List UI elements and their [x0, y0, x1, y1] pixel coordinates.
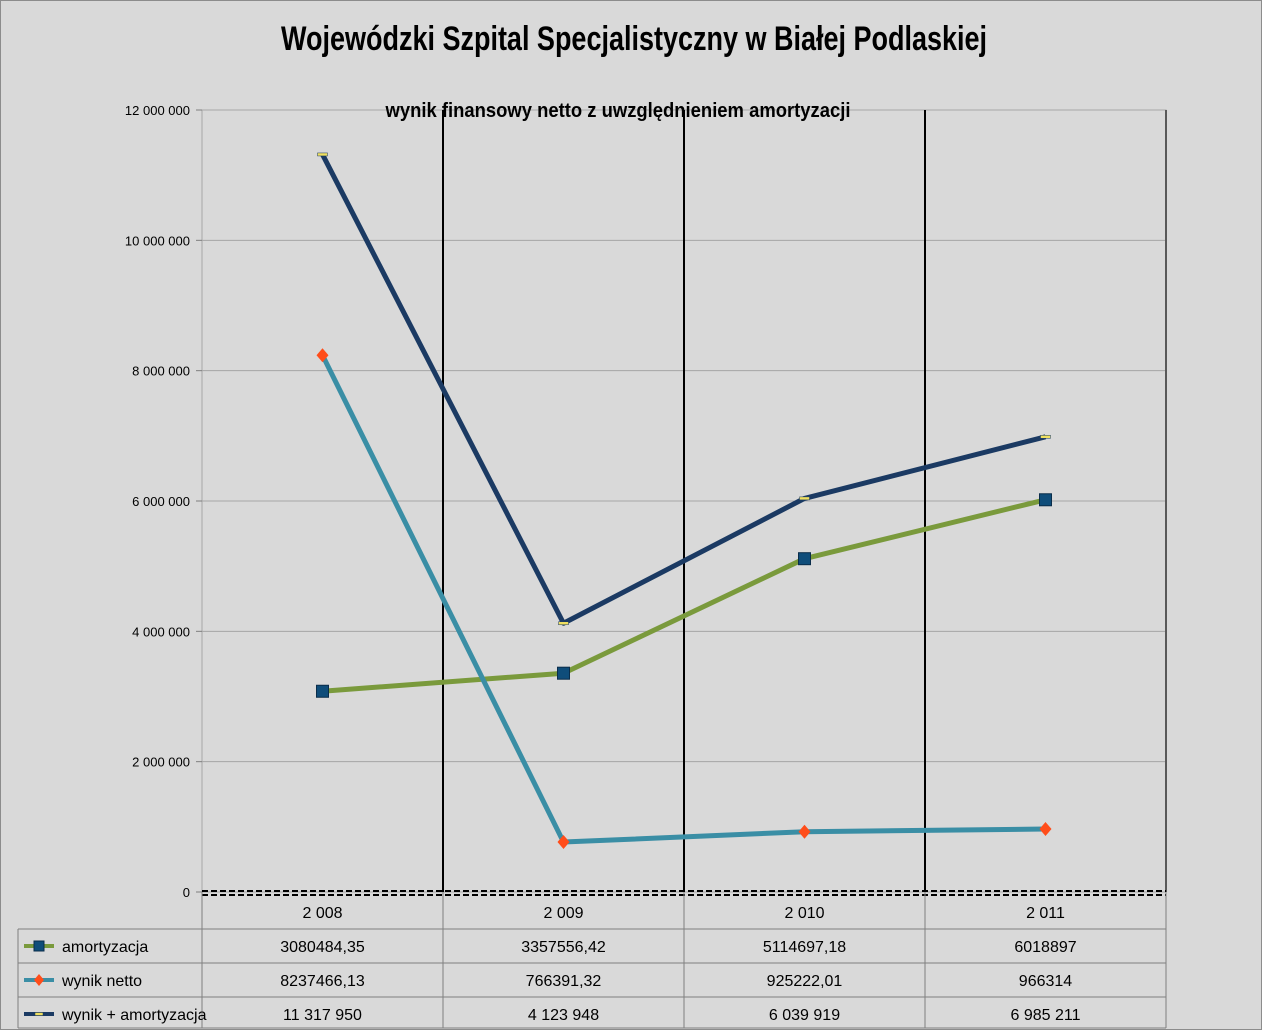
series-lines [320, 153, 1047, 845]
legend-label: wynik + amortyzacja [61, 1007, 207, 1024]
data-label: 925222,01 [767, 973, 843, 990]
data-label: 5114697,18 [763, 939, 846, 956]
data-point [557, 835, 570, 850]
category-label: 2 008 [302, 905, 342, 922]
data-point [1039, 822, 1052, 837]
category-dividers [202, 110, 1167, 896]
series-line [320, 354, 1046, 845]
category-label: 2 010 [784, 905, 824, 922]
legend-marker [34, 1012, 44, 1016]
data-label: 6018897 [1014, 939, 1076, 956]
data-table: 2 008 2 009 2 010 2 011 amortyzacja 3080484,3… [17, 892, 1167, 1029]
data-point [799, 496, 810, 501]
data-point [798, 824, 811, 839]
y-tick-label: 6 000 000 [132, 494, 190, 509]
data-point [317, 152, 328, 157]
data-label: 11 317 950 [283, 1007, 362, 1024]
data-label: 4 123 948 [528, 1007, 599, 1024]
y-tick-label: 2 000 000 [132, 755, 190, 770]
legend-label: amortyzacja [62, 939, 148, 956]
data-point [557, 666, 570, 680]
y-tick-label: 12 000 000 [125, 103, 190, 118]
data-point [316, 348, 329, 363]
data-label: 3357556,42 [521, 939, 606, 956]
series-line [320, 153, 1047, 626]
y-tick-label: 4 000 000 [132, 624, 190, 639]
data-label: 6 985 211 [1011, 1007, 1081, 1024]
data-point [316, 684, 329, 698]
data-label: 3080484,35 [280, 939, 365, 956]
data-label: 766391,32 [526, 973, 602, 990]
category-label: 2 011 [1026, 905, 1065, 922]
data-label: 8237466,13 [280, 973, 365, 990]
legend-key [24, 940, 54, 952]
chart-title: Wojewódzki Szpital Specjalistyczny w Bia… [281, 20, 987, 58]
legend-marker [33, 940, 45, 952]
legend-key [24, 974, 54, 986]
legend-label: wynik netto [61, 973, 142, 990]
data-label: 966314 [1019, 973, 1072, 990]
chart-subtitle: wynik finansowy netto z uwzględnieniem a… [385, 100, 851, 122]
data-point [1039, 493, 1052, 507]
category-label: 2 009 [543, 905, 583, 922]
y-axis: 0 2 000 000 4 000 000 6 000 000 8 000 000 10 … [125, 103, 202, 900]
series-markers [316, 152, 1052, 850]
legend-marker [34, 974, 44, 986]
data-point [798, 552, 811, 566]
y-tick-label: 0 [183, 885, 190, 900]
series-line [322, 497, 1047, 694]
y-tick-label: 10 000 000 [125, 233, 190, 248]
data-label: 6 039 919 [769, 1007, 840, 1024]
legend-key [24, 1012, 54, 1016]
data-point [1040, 435, 1051, 439]
data-point [558, 621, 569, 626]
y-tick-label: 8 000 000 [132, 364, 190, 379]
